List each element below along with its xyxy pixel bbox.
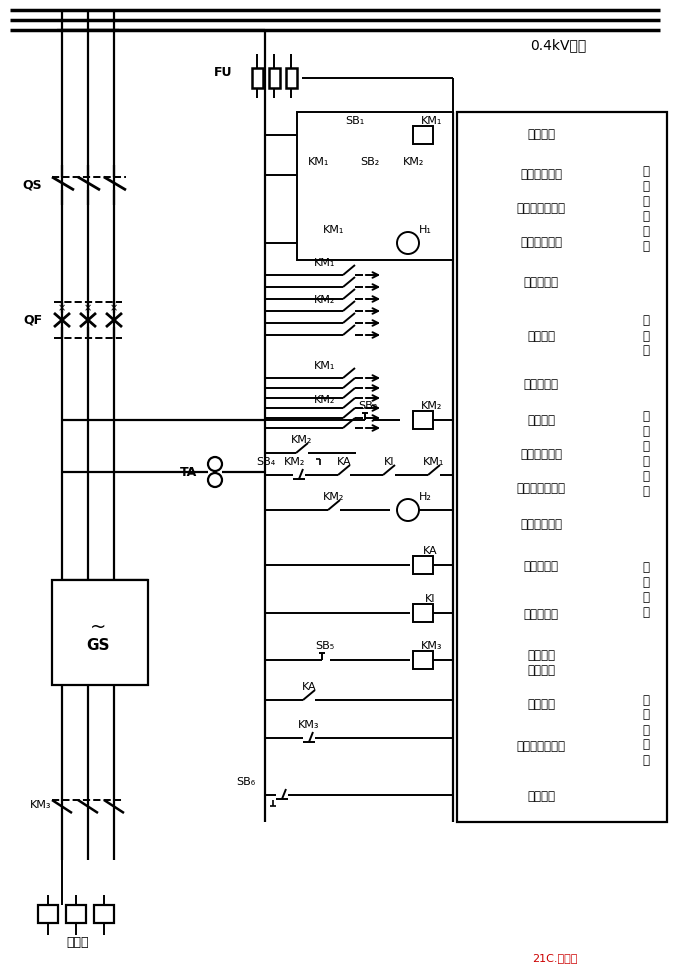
Text: SB₁: SB₁: [345, 116, 365, 126]
Bar: [286, 68, 297, 88]
Text: KA: KA: [337, 457, 351, 467]
Text: 过电压保护触点: 过电压保护触点: [516, 740, 565, 753]
Text: ×: ×: [84, 303, 92, 313]
Text: 电网自锁触点: 电网自锁触点: [520, 168, 562, 182]
Text: 21C.电子网: 21C.电子网: [533, 953, 578, 963]
Text: KM₃: KM₃: [421, 641, 443, 651]
Bar: [252, 68, 263, 88]
Text: 水电自锁触点: 水电自锁触点: [520, 449, 562, 461]
Text: TA: TA: [180, 465, 197, 479]
Text: KI: KI: [425, 594, 435, 604]
Text: 电网启动: 电网启动: [527, 128, 555, 141]
Text: 水电工作指示: 水电工作指示: [520, 518, 562, 530]
Text: H₂: H₂: [419, 492, 432, 502]
Text: 过电压保护: 过电压保护: [524, 559, 559, 572]
Bar: [413, 556, 433, 574]
Circle shape: [62, 599, 134, 671]
Circle shape: [208, 457, 222, 471]
Bar: [457, 112, 667, 822]
Text: KM₂: KM₂: [314, 395, 336, 405]
Text: SB₂: SB₂: [360, 157, 380, 167]
Text: 网电工作指示: 网电工作指示: [520, 236, 562, 249]
Bar: [94, 905, 114, 923]
Text: SB₆: SB₆: [236, 777, 255, 787]
Text: H₁: H₁: [419, 225, 432, 235]
Text: KA: KA: [423, 546, 437, 556]
Text: QS: QS: [23, 178, 42, 192]
Bar: [413, 126, 433, 144]
Text: 专供负载: 专供负载: [527, 330, 555, 342]
Bar: [38, 905, 58, 923]
Circle shape: [397, 499, 419, 521]
Circle shape: [397, 232, 419, 254]
Text: KM₂: KM₂: [291, 435, 312, 445]
Bar: [52, 580, 148, 685]
Text: 电
网
供
电
回
路: 电 网 供 电 回 路: [642, 165, 649, 253]
Text: KM₂: KM₂: [323, 492, 344, 502]
Text: SB₅: SB₅: [316, 641, 335, 651]
Text: KM₁: KM₁: [424, 457, 445, 467]
Text: KM₂: KM₂: [421, 401, 443, 411]
Text: ×: ×: [58, 303, 66, 313]
Text: 水、网互锁触点: 水、网互锁触点: [516, 483, 565, 495]
Text: KM₁: KM₁: [314, 258, 336, 268]
Text: SB₃: SB₃: [358, 401, 378, 411]
Text: 0.4kV毻线: 0.4kV毻线: [530, 38, 587, 52]
Bar: [413, 604, 433, 622]
Text: 网、水互锁触点: 网、水互锁触点: [516, 202, 565, 215]
Text: ~: ~: [90, 618, 106, 636]
Text: FU: FU: [213, 66, 232, 80]
Text: 水
电
阵
回
路: 水 电 阵 回 路: [642, 694, 649, 767]
Text: KM₂: KM₂: [403, 157, 425, 167]
Text: KM₃: KM₃: [298, 720, 320, 730]
Text: 继
电
保
护: 继 电 保 护: [642, 561, 649, 619]
Bar: [269, 68, 280, 88]
Text: KM₁: KM₁: [314, 361, 336, 371]
Text: ×: ×: [110, 303, 118, 313]
Text: 网电接触器: 网电接触器: [524, 276, 559, 290]
Text: KM₁: KM₁: [421, 116, 443, 126]
Text: 自锁触点: 自锁触点: [527, 699, 555, 711]
Text: 飞车保护
应急启动: 飞车保护 应急启动: [527, 649, 555, 677]
Text: 水电接触器: 水电接触器: [524, 378, 559, 390]
Bar: [297, 112, 453, 260]
Bar: [413, 411, 433, 429]
Text: KM₃: KM₃: [30, 800, 52, 810]
Text: 水
电
供
电
回
路: 水 电 供 电 回 路: [642, 410, 649, 498]
Text: KM₂: KM₂: [314, 295, 336, 305]
Text: 水电启动: 水电启动: [527, 414, 555, 426]
Circle shape: [208, 473, 222, 487]
Text: 过电流保护: 过电流保护: [524, 607, 559, 621]
Text: KA: KA: [301, 682, 316, 692]
Text: QF: QF: [23, 313, 42, 327]
Text: KI: KI: [384, 457, 394, 467]
Text: 复位按鈕: 复位按鈕: [527, 790, 555, 804]
Text: KM₂: KM₂: [284, 457, 306, 467]
Text: KM₁: KM₁: [323, 225, 344, 235]
Text: 水电阻: 水电阻: [67, 935, 89, 949]
Text: GS: GS: [86, 637, 110, 653]
Text: KM₁: KM₁: [308, 157, 329, 167]
Text: 主
接
线: 主 接 线: [642, 314, 649, 357]
Text: SB₄: SB₄: [256, 457, 276, 467]
Bar: [413, 651, 433, 669]
Bar: [66, 905, 86, 923]
